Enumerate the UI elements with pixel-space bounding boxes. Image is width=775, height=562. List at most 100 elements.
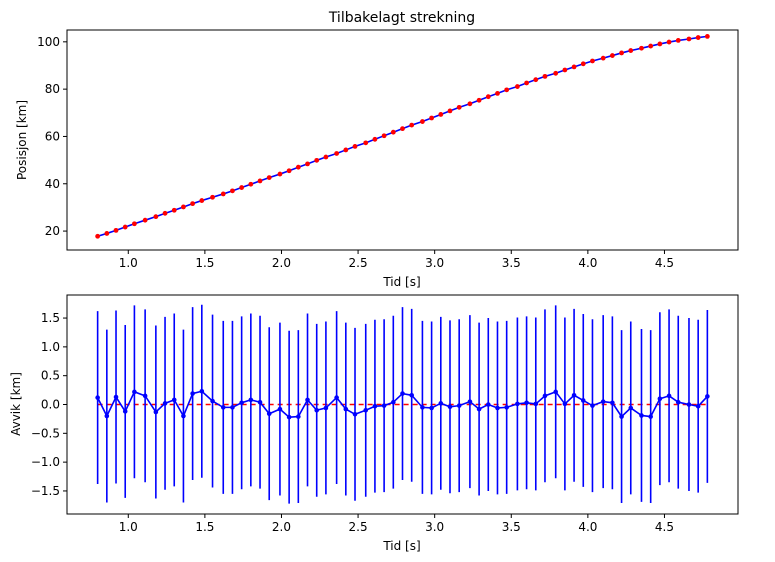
deviation-point bbox=[334, 395, 339, 400]
deviation-point bbox=[142, 393, 148, 399]
deviation-point bbox=[363, 407, 369, 413]
deviation-point bbox=[657, 396, 663, 402]
data-point bbox=[438, 112, 444, 117]
deviation-x-ticks: 1.0 1.5 2.0 2.5 3.0 3.5 4.0 4.5 bbox=[119, 514, 674, 534]
data-point bbox=[675, 38, 681, 43]
deviation-point bbox=[190, 391, 195, 396]
deviation-point bbox=[257, 399, 263, 405]
x-tick-label: 4.5 bbox=[655, 520, 674, 534]
deviation-point bbox=[571, 392, 577, 398]
data-point bbox=[181, 204, 186, 210]
x-tick-label: 2.5 bbox=[349, 256, 368, 270]
x-tick-label: 1.0 bbox=[119, 256, 138, 270]
y-tick-label: −1.0 bbox=[31, 455, 60, 469]
deviation-point bbox=[372, 403, 378, 409]
deviation-point bbox=[323, 405, 329, 411]
x-tick-label: 2.0 bbox=[272, 256, 291, 270]
data-point bbox=[95, 233, 101, 239]
position-chart: Tilbakelagt strekning 1.0 1.5 2.0 2.5 3.0 3.5… bbox=[15, 10, 739, 289]
data-point bbox=[314, 157, 320, 163]
x-tick-label: 2.5 bbox=[349, 520, 368, 534]
data-point bbox=[162, 210, 168, 216]
deviation-point bbox=[239, 400, 244, 406]
data-point bbox=[447, 108, 453, 114]
deviation-point bbox=[153, 409, 159, 415]
deviation-point bbox=[619, 414, 624, 419]
y-tick-label: 1.5 bbox=[41, 311, 60, 325]
x-tick-label: 4.0 bbox=[578, 256, 597, 270]
x-axis-label: Tid [s] bbox=[382, 539, 420, 553]
deviation-chart: 1.0 1.5 2.0 2.5 3.0 3.5 4.0 4.5 −1.5 −1.0 −0.5 0.0… bbox=[9, 294, 739, 553]
deviation-point bbox=[104, 413, 110, 419]
deviation-point bbox=[409, 392, 414, 398]
data-point bbox=[210, 194, 215, 200]
deviation-point bbox=[456, 403, 462, 408]
position-x-ticks: 1.0 1.5 2.0 2.5 3.0 3.5 4.0 4.5 bbox=[119, 250, 674, 270]
data-point bbox=[390, 129, 396, 135]
deviation-point bbox=[429, 405, 434, 411]
deviation-point bbox=[600, 399, 606, 404]
data-point bbox=[666, 39, 672, 45]
data-point bbox=[142, 217, 148, 223]
data-point bbox=[409, 122, 415, 128]
x-tick-label: 1.5 bbox=[195, 520, 214, 534]
data-point bbox=[323, 154, 329, 160]
deviation-point bbox=[352, 411, 358, 417]
data-point bbox=[334, 151, 340, 156]
data-point bbox=[286, 168, 292, 174]
x-tick-label: 3.0 bbox=[425, 256, 444, 270]
data-point bbox=[695, 35, 701, 40]
data-point bbox=[609, 53, 615, 58]
data-point bbox=[230, 188, 235, 194]
deviation-point bbox=[467, 399, 473, 404]
deviation-point bbox=[686, 402, 692, 407]
data-point bbox=[628, 48, 634, 53]
deviation-point bbox=[314, 407, 320, 413]
position-plot-area bbox=[95, 33, 710, 239]
data-point bbox=[657, 41, 663, 47]
x-tick-label: 4.0 bbox=[578, 520, 597, 534]
deviation-point bbox=[305, 397, 310, 403]
data-point bbox=[381, 133, 387, 139]
data-point bbox=[553, 70, 559, 76]
deviation-point bbox=[666, 393, 672, 399]
y-tick-label: 20 bbox=[45, 224, 60, 238]
position-y-ticks: 20 40 60 80 100 bbox=[37, 35, 67, 238]
data-point bbox=[504, 87, 510, 93]
x-axis-label: Tid [s] bbox=[382, 275, 420, 289]
data-point bbox=[352, 143, 358, 149]
deviation-point bbox=[266, 411, 272, 417]
deviation-point bbox=[562, 401, 568, 407]
data-point bbox=[485, 94, 491, 100]
y-tick-label: −1.5 bbox=[31, 484, 60, 498]
data-point bbox=[295, 164, 301, 170]
deviation-point bbox=[199, 388, 205, 394]
data-point bbox=[704, 33, 710, 39]
deviation-point bbox=[420, 405, 425, 410]
data-point bbox=[524, 80, 529, 86]
data-point bbox=[467, 101, 473, 107]
deviation-point bbox=[286, 414, 292, 420]
deviation-point bbox=[210, 398, 215, 404]
data-point bbox=[514, 84, 520, 89]
data-point bbox=[305, 161, 310, 167]
data-point bbox=[571, 64, 577, 70]
data-point bbox=[199, 198, 205, 203]
fit-line bbox=[97, 35, 708, 238]
data-point bbox=[104, 231, 110, 236]
deviation-point bbox=[447, 404, 453, 410]
y-tick-label: 80 bbox=[45, 82, 60, 96]
deviation-point bbox=[296, 414, 301, 419]
y-tick-label: 0.5 bbox=[41, 369, 60, 383]
data-point bbox=[248, 181, 254, 187]
data-point bbox=[590, 58, 595, 64]
y-tick-label: −0.5 bbox=[31, 426, 60, 440]
x-tick-label: 4.5 bbox=[655, 256, 674, 270]
data-point bbox=[122, 224, 128, 230]
deviation-point bbox=[162, 401, 168, 406]
deviation-point bbox=[391, 399, 396, 405]
deviation-point bbox=[95, 395, 100, 400]
y-axis-label: Posisjon [km] bbox=[15, 100, 29, 180]
data-point bbox=[257, 178, 263, 184]
data-point bbox=[239, 185, 245, 190]
